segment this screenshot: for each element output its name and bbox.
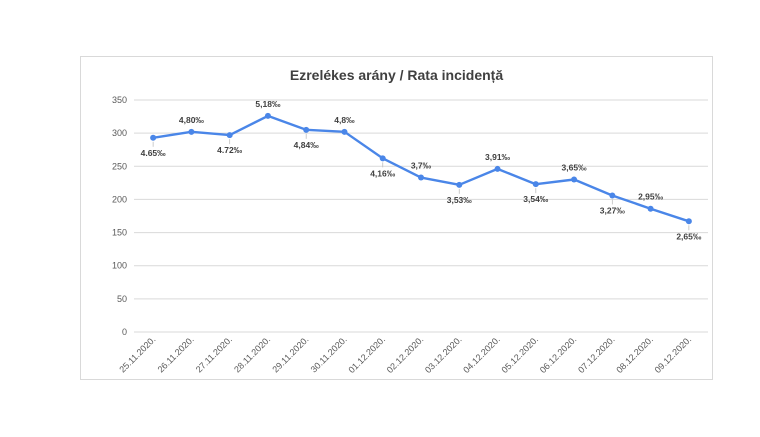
x-tick-label: 26.11.2020. bbox=[156, 334, 196, 374]
data-label: 4.72‰ bbox=[217, 145, 243, 155]
x-tick-label: 25.11.2020. bbox=[117, 334, 157, 374]
label-leader-lines bbox=[152, 133, 690, 231]
x-tick-label: 08.12.2020. bbox=[614, 334, 655, 375]
x-tick-label: 06.12.2020. bbox=[538, 334, 579, 375]
data-point bbox=[532, 181, 539, 188]
data-label: 3,65‰ bbox=[562, 163, 588, 173]
y-tick-label: 250 bbox=[112, 161, 127, 171]
x-tick-label: 05.12.2020. bbox=[500, 334, 541, 375]
y-tick-label: 100 bbox=[112, 261, 127, 271]
chart-title: Ezrelékes arány / Rata incidență bbox=[289, 67, 504, 83]
x-tick-label: 04.12.2020. bbox=[461, 334, 502, 375]
data-label: 4,80‰ bbox=[179, 115, 205, 125]
data-point bbox=[379, 155, 386, 162]
y-axis-ticks: 0 50 100 150 200 250 300 350 bbox=[112, 95, 127, 337]
y-tick-label: 150 bbox=[112, 228, 127, 238]
y-tick-label: 50 bbox=[117, 294, 127, 304]
data-point bbox=[303, 126, 310, 133]
data-label: 3,27‰ bbox=[600, 205, 626, 215]
data-point bbox=[609, 192, 616, 199]
x-tick-label: 02.12.2020. bbox=[385, 334, 426, 375]
x-tick-label: 03.12.2020. bbox=[423, 334, 464, 375]
data-point bbox=[685, 218, 692, 225]
data-label: 3,7‰ bbox=[411, 161, 432, 171]
x-tick-label: 07.12.2020. bbox=[576, 334, 617, 375]
data-point bbox=[571, 176, 578, 183]
data-label: 4,8‰ bbox=[334, 115, 355, 125]
x-tick-label: 28.11.2020. bbox=[232, 334, 272, 374]
y-tick-label: 200 bbox=[112, 194, 127, 204]
x-tick-label: 27.11.2020. bbox=[194, 334, 234, 374]
grid-lines bbox=[134, 99, 708, 333]
x-tick-label: 09.12.2020. bbox=[653, 334, 694, 375]
data-point bbox=[418, 174, 424, 181]
y-tick-label: 300 bbox=[112, 128, 127, 138]
x-axis-ticks: 25.11.2020.26.11.2020.27.11.2020.28.11.2… bbox=[117, 334, 693, 375]
x-tick-label: 01.12.2020. bbox=[346, 334, 387, 375]
data-points bbox=[150, 112, 692, 225]
data-labels: 4.65‰ 4,80‰ 4.72‰ 5,18‰ 4,84‰ 4,8‰ 4,16‰ 3,7‰ 3,… bbox=[141, 99, 702, 241]
x-tick-label: 29.11.2020. bbox=[270, 334, 310, 374]
data-label: 3,54‰ bbox=[523, 194, 549, 204]
chart-container: Ezrelékes arány / Rata incidență 0 50 100 1… bbox=[80, 56, 713, 380]
data-point bbox=[226, 132, 233, 139]
data-label: 2,65‰ bbox=[676, 231, 702, 241]
data-point bbox=[264, 112, 271, 119]
line-chart: 0 50 100 150 200 250 300 350 25.11.2020.26.11.2… bbox=[112, 95, 708, 375]
data-point bbox=[647, 205, 654, 212]
data-point bbox=[150, 134, 157, 141]
data-label: 4,16‰ bbox=[370, 168, 396, 178]
data-point bbox=[494, 165, 501, 172]
data-point bbox=[456, 181, 463, 188]
x-tick-label: 30.11.2020. bbox=[309, 334, 349, 374]
y-tick-label: 350 bbox=[112, 95, 127, 105]
data-label: 3,53‰ bbox=[447, 195, 473, 205]
data-label: 5,18‰ bbox=[255, 99, 281, 109]
data-label: 4.65‰ bbox=[141, 148, 167, 158]
data-label: 2,95‰ bbox=[638, 192, 664, 202]
data-label: 3,91‰ bbox=[485, 152, 511, 162]
y-tick-label: 0 bbox=[122, 327, 127, 337]
data-point bbox=[341, 128, 348, 135]
data-label: 4,84‰ bbox=[294, 140, 320, 150]
data-point bbox=[188, 128, 195, 135]
